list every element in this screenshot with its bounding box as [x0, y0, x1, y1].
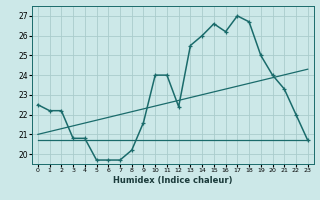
- X-axis label: Humidex (Indice chaleur): Humidex (Indice chaleur): [113, 176, 233, 185]
